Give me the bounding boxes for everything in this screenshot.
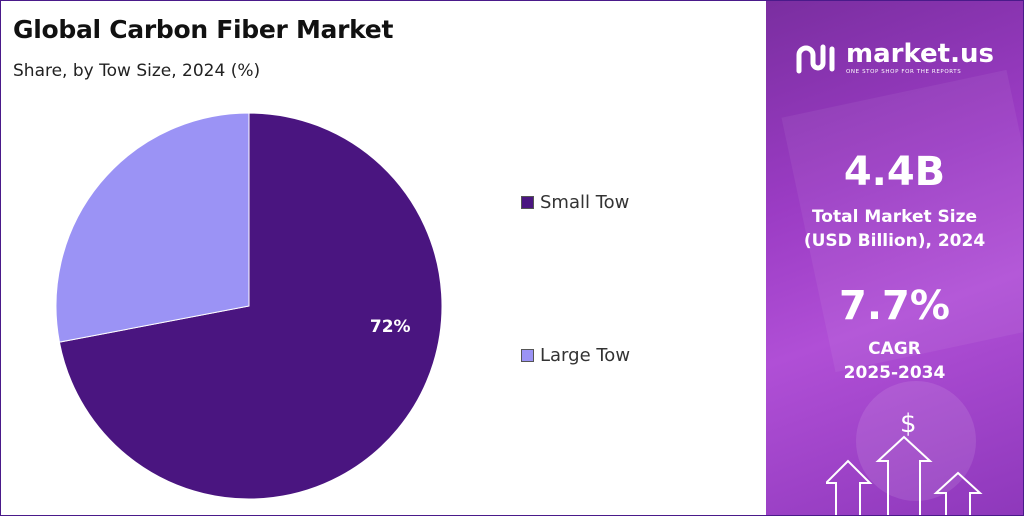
brand-tagline: ONE STOP SHOP FOR THE REPORTS: [846, 69, 962, 75]
pie-chart: 72%: [55, 112, 443, 500]
legend-swatch-large-tow: [521, 349, 534, 362]
cagr-value: 7.7%: [839, 283, 950, 329]
pie-data-label-small-tow: 72%: [370, 317, 411, 337]
cagr-label-line2: 2025-2034: [843, 363, 946, 383]
pie-slice-large-tow: [55, 112, 250, 343]
market-size-value: 4.4B: [843, 149, 946, 195]
chart-panel: Global Carbon Fiber Market Share, by Tow…: [1, 1, 765, 515]
chart-title: Global Carbon Fiber Market: [13, 15, 394, 44]
brand-name: market.us: [846, 39, 994, 69]
legend-item-large-tow: Large Tow: [521, 345, 630, 366]
legend-label-small-tow: Small Tow: [540, 192, 630, 213]
legend-label-large-tow: Large Tow: [540, 345, 631, 366]
market-size-label-line2: (USD Billion), 2024: [803, 231, 986, 251]
cagr-label-line1: CAGR: [868, 339, 921, 359]
market-size-label-line1: Total Market Size: [811, 207, 978, 227]
chart-subtitle: Share, by Tow Size, 2024 (%): [13, 61, 261, 81]
stats-sidebar: market.us ONE STOP SHOP FOR THE REPORTS …: [766, 1, 1023, 515]
legend-item-small-tow: Small Tow: [521, 192, 629, 213]
dollar-icon: $: [900, 409, 917, 439]
market-us-logo-icon: [796, 44, 835, 74]
background-decoration-circle: [856, 381, 976, 501]
up-arrow-icon: [826, 435, 983, 515]
brand-logo: market.us ONE STOP SHOP FOR THE REPORTS: [796, 41, 994, 75]
legend-swatch-small-tow: [521, 196, 534, 209]
pie-slice-small-tow: [58, 112, 443, 500]
